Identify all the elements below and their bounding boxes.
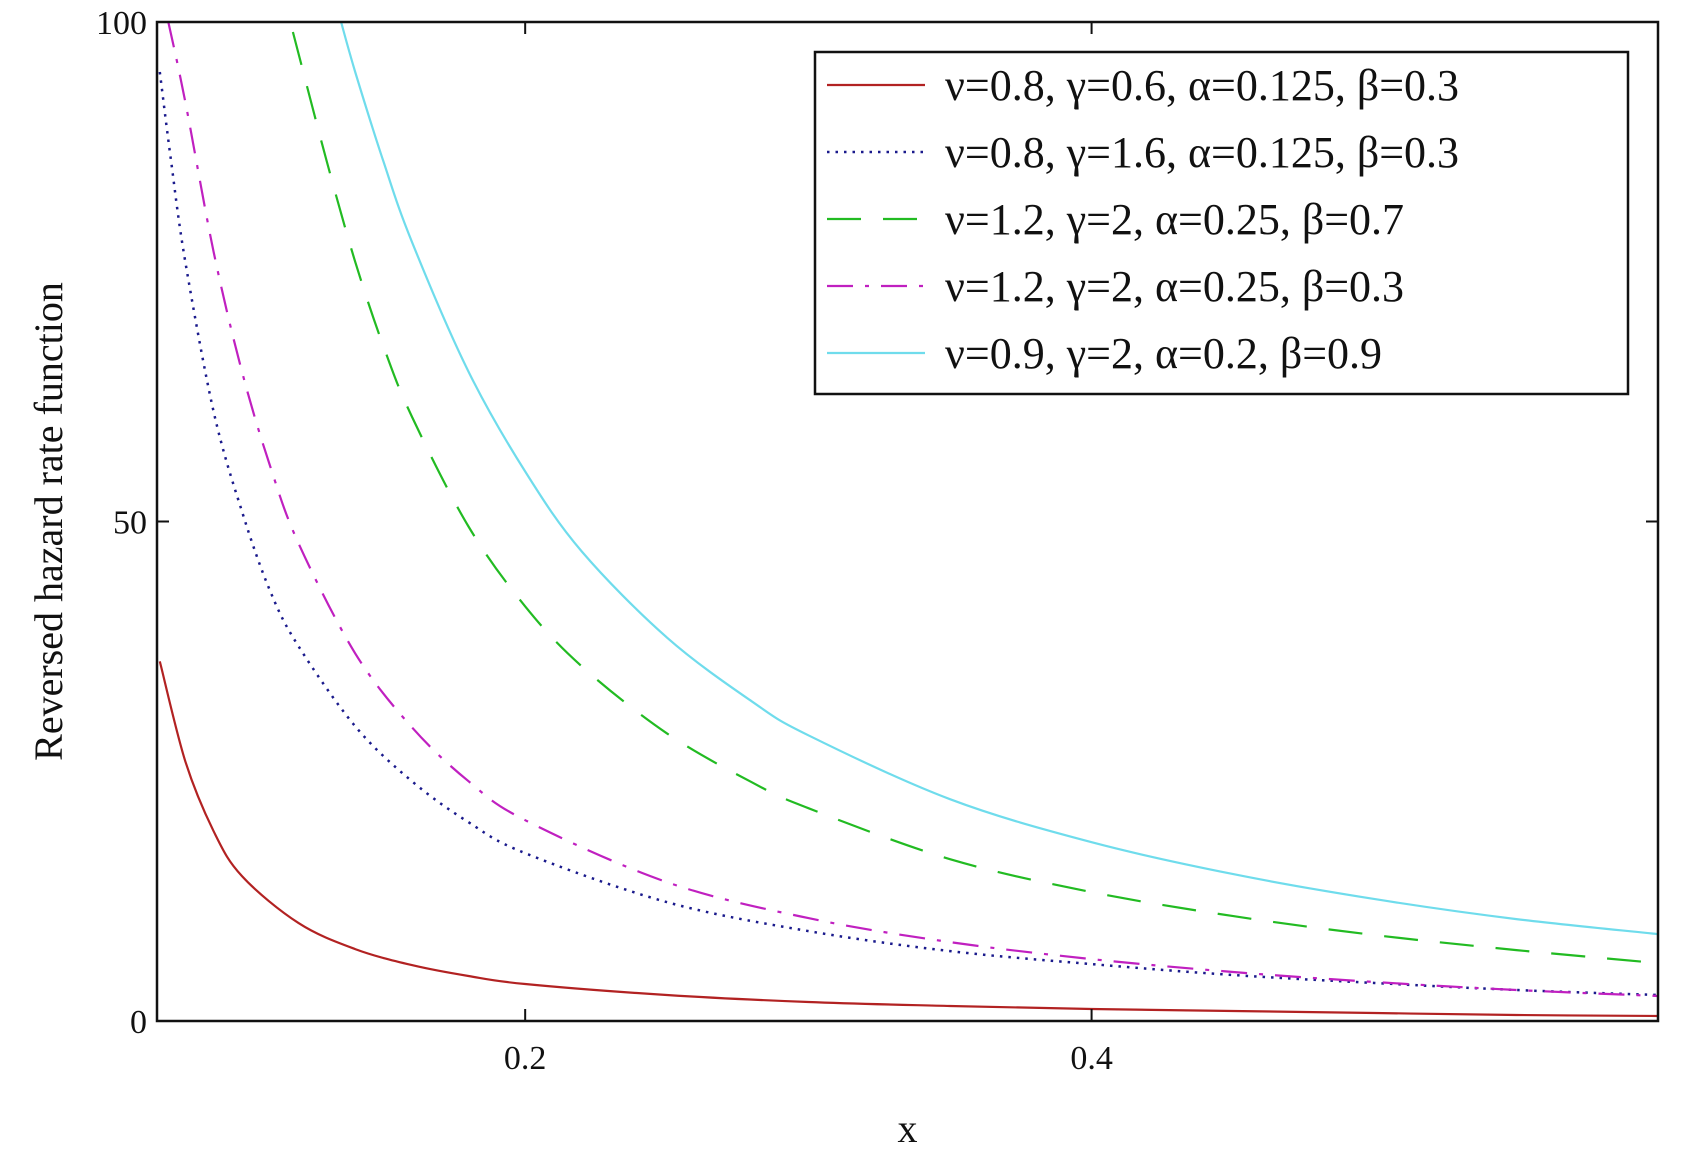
x-tick-label: 0.4 (1070, 1040, 1113, 1077)
x-axis-label: x (898, 1106, 918, 1151)
series-line-4 (167, 22, 1658, 998)
legend-item-1: ν=0.8, γ=0.6, α=0.125, β=0.3 (827, 61, 1459, 110)
y-tick-label: 0 (130, 1004, 147, 1041)
legend-label: ν=0.8, γ=0.6, α=0.125, β=0.3 (945, 61, 1459, 110)
series-line-5 (340, 22, 1658, 936)
legend-label: ν=1.2, γ=2, α=0.25, β=0.7 (945, 195, 1404, 244)
y-axis-label: Reversed hazard rate function (26, 282, 71, 761)
ticks-layer: 0.2 0.4 0 50 100 (96, 5, 1658, 1077)
x-tick-label: 0.2 (504, 1040, 547, 1077)
legend-items: ν=0.8, γ=0.6, α=0.125, β=0.3 ν=0.8, γ=1.6… (827, 61, 1459, 378)
legend: ν=0.8, γ=0.6, α=0.125, β=0.3 ν=0.8, γ=1.6… (813, 50, 1630, 396)
legend-item-3: ν=1.2, γ=2, α=0.25, β=0.7 (827, 195, 1404, 244)
series-line-3 (291, 31, 1658, 965)
legend-item-2: ν=0.8, γ=1.6, α=0.125, β=0.3 (827, 128, 1459, 177)
y-tick-label: 100 (96, 5, 147, 42)
legend-label: ν=1.2, γ=2, α=0.25, β=0.3 (945, 262, 1404, 311)
legend-item-4: ν=1.2, γ=2, α=0.25, β=0.3 (827, 262, 1404, 311)
legend-item-5: ν=0.9, γ=2, α=0.2, β=0.9 (827, 329, 1382, 378)
legend-label: ν=0.9, γ=2, α=0.2, β=0.9 (945, 329, 1382, 378)
legend-label: ν=0.8, γ=1.6, α=0.125, β=0.3 (945, 128, 1459, 177)
series-line-1 (158, 661, 1658, 1018)
y-tick-label: 50 (113, 505, 147, 542)
legend-box (813, 50, 1630, 396)
curves-layer (158, 22, 1658, 1018)
